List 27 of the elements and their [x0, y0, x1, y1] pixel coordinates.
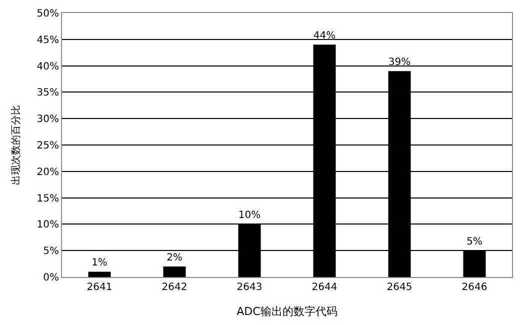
- x-axis-title: ADC输出的数字代码: [236, 305, 338, 318]
- data-label: 44%: [313, 30, 336, 42]
- data-label: 39%: [388, 57, 411, 68]
- y-tick-label: 5%: [43, 246, 59, 258]
- data-label: 2%: [166, 252, 182, 264]
- y-axis-title: 出现次数的百分比: [10, 105, 22, 185]
- bar: [88, 272, 111, 277]
- y-tick-label: 15%: [36, 193, 59, 204]
- y-tick-label: 35%: [36, 88, 59, 99]
- y-tick-label: 30%: [36, 114, 59, 126]
- y-tick-label: 10%: [36, 220, 59, 231]
- y-tick-label: 45%: [36, 34, 59, 46]
- data-label: 10%: [238, 210, 261, 222]
- x-tick-label: 2645: [386, 282, 412, 293]
- y-tick-label: 40%: [36, 61, 59, 72]
- y-tick-label: 25%: [36, 140, 59, 152]
- x-tick-label: 2643: [236, 282, 262, 293]
- x-tick-label: 2644: [312, 282, 338, 293]
- y-tick-label: 50%: [36, 8, 59, 20]
- x-tick-label: 2646: [462, 282, 488, 293]
- y-tick-label: 0%: [43, 272, 59, 284]
- data-label: 1%: [92, 258, 108, 269]
- x-tick-label: 2642: [162, 282, 188, 293]
- x-tick-label: 2641: [86, 282, 112, 293]
- data-label: 5%: [466, 236, 482, 248]
- y-tick-label: 20%: [36, 166, 59, 178]
- bar: [163, 266, 186, 277]
